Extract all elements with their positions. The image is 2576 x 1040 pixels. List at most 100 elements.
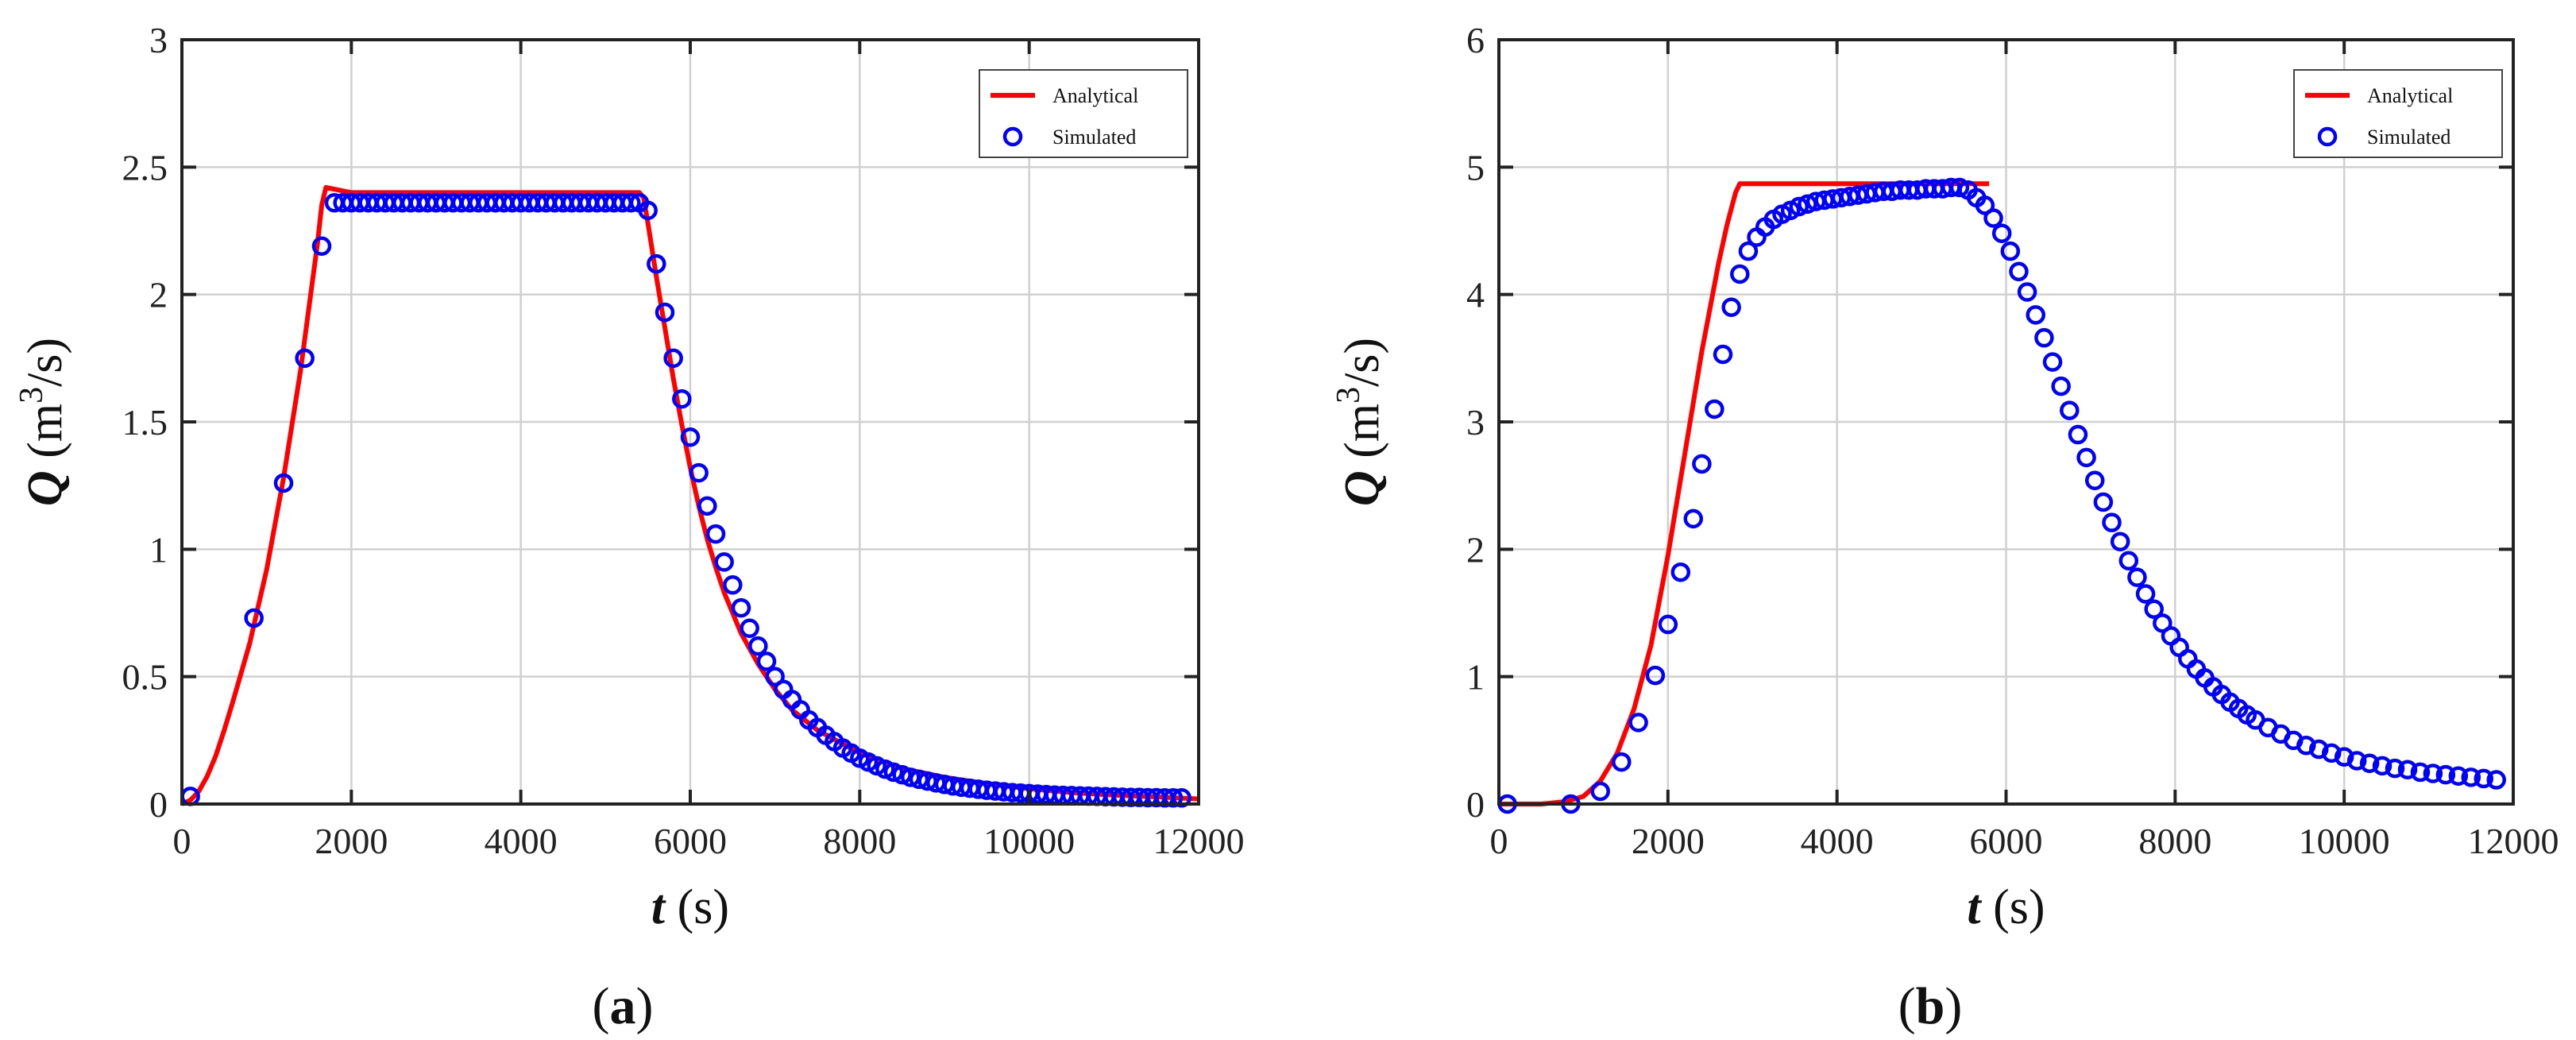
data-point: [2000, 241, 2021, 261]
y-tick-label: 2.5: [122, 147, 168, 188]
data-point: [295, 348, 315, 369]
y-tick-label: 3: [149, 20, 168, 60]
x-tick-label: 4000: [485, 821, 558, 861]
x-axis-title: t (s): [1967, 880, 2045, 934]
x-tick-label: 4000: [1801, 821, 1874, 861]
x-tick-label: 2000: [1632, 821, 1705, 861]
data-point: [1658, 614, 1678, 635]
data-point: [748, 636, 768, 656]
legend-label: Simulated: [1052, 126, 1136, 149]
data-point: [2296, 735, 2316, 756]
data-point: [2334, 747, 2354, 767]
data-point: [1590, 781, 1610, 802]
x-tick-label: 8000: [2138, 821, 2211, 861]
data-point: [1612, 752, 1632, 772]
y-axis-variable: Q: [18, 470, 72, 506]
y-tick-label: 1: [149, 529, 168, 570]
data-point: [740, 618, 759, 638]
data-point: [2346, 751, 2367, 771]
data-point: [2448, 766, 2469, 786]
x-axis-variable: t: [651, 880, 666, 934]
data-point: [2308, 739, 2329, 760]
legend-label: Simulated: [2367, 126, 2450, 149]
x-tick-label: 2000: [315, 821, 388, 861]
data-point: [2435, 764, 2456, 785]
data-point: [655, 302, 675, 323]
data-point: [2321, 743, 2342, 764]
x-tick-label: 10000: [983, 821, 1075, 861]
y-tick-label: 6: [1466, 20, 1485, 60]
data-point: [2118, 551, 2139, 571]
data-point: [689, 462, 709, 483]
gridlines: [182, 40, 1199, 804]
data-point: [2026, 305, 2045, 325]
data-point: [2034, 327, 2054, 348]
x-axis-unit: (s): [665, 880, 729, 934]
data-point: [2359, 753, 2380, 773]
data-point: [680, 427, 701, 447]
data-point: [2486, 770, 2506, 790]
data-point: [2009, 261, 2029, 282]
y-tick-label: 4: [1466, 275, 1485, 315]
data-point: [2410, 762, 2431, 783]
data-point: [638, 200, 658, 221]
data-point: [697, 496, 717, 516]
data-point: [672, 389, 692, 409]
x-tick-label: 0: [1490, 821, 1508, 861]
data-point: [2068, 424, 2088, 445]
y-axis-variable: Q: [1335, 470, 1389, 506]
data-point: [1645, 665, 1666, 686]
data-point: [2461, 767, 2481, 787]
data-point: [2397, 760, 2418, 779]
data-point: [1670, 562, 1691, 582]
y-tick-label: 0.5: [122, 657, 168, 698]
data-point: [705, 524, 726, 544]
data-point: [1683, 508, 1704, 529]
y-tick-label: 2: [1466, 529, 1485, 570]
data-point: [2372, 756, 2393, 776]
data-point: [1738, 241, 1759, 261]
data-point: [1730, 264, 1750, 284]
data-point: [2135, 584, 2156, 604]
legend-swatch-marker: [1002, 126, 1023, 147]
x-axis-title: t (s): [651, 880, 729, 934]
y-axis-unit: (m: [1335, 404, 1389, 470]
data-point: [2076, 447, 2096, 468]
data-point: [1705, 399, 1724, 419]
legend: Analytical Simulated: [979, 69, 1188, 158]
data-point: [883, 762, 904, 783]
data-point: [2144, 599, 2164, 619]
gridlines: [1499, 40, 2513, 804]
y-axis-unit-superscript: 3: [14, 387, 50, 404]
chart-panel-b: 0 2000 4000 6000 8000 10000 12000 0 1 2 3 4 5 6 t (s) Q…: [1330, 20, 2559, 1035]
data-point: [892, 764, 912, 785]
data-point: [311, 236, 332, 256]
data-point: [2084, 470, 2105, 491]
x-tick-label: 8000: [823, 821, 896, 861]
panel-caption: (a): [593, 977, 654, 1035]
data-point: [1798, 194, 1817, 215]
caption-letter: b: [1916, 977, 1945, 1035]
caption-close-paren: ): [1945, 977, 1962, 1035]
x-tick-label: 10000: [2299, 821, 2390, 861]
y-tick-label: 1: [1466, 657, 1485, 698]
x-tick-label: 6000: [1970, 821, 2043, 861]
data-point: [2051, 376, 2071, 396]
data-point: [1628, 713, 1648, 733]
y-tick-label: 0: [149, 784, 168, 825]
y-axis-unit-rest: /s): [1335, 338, 1389, 387]
x-tick-label: 6000: [654, 821, 727, 861]
y-tick-label: 2: [149, 275, 168, 315]
caption-letter: a: [610, 977, 636, 1035]
data-point: [756, 651, 777, 671]
legend-label: Analytical: [1052, 84, 1138, 107]
data-point: [1991, 223, 2012, 243]
x-axis-variable: t: [1967, 880, 1982, 934]
caption-open-paren: (: [1898, 977, 1916, 1035]
data-point: [1163, 788, 1184, 808]
data-point: [2423, 764, 2443, 783]
data-point: [647, 253, 666, 274]
data-point: [273, 473, 294, 493]
legend: Analytical Simulated: [2293, 69, 2503, 158]
y-axis-unit-superscript: 3: [1330, 387, 1367, 404]
